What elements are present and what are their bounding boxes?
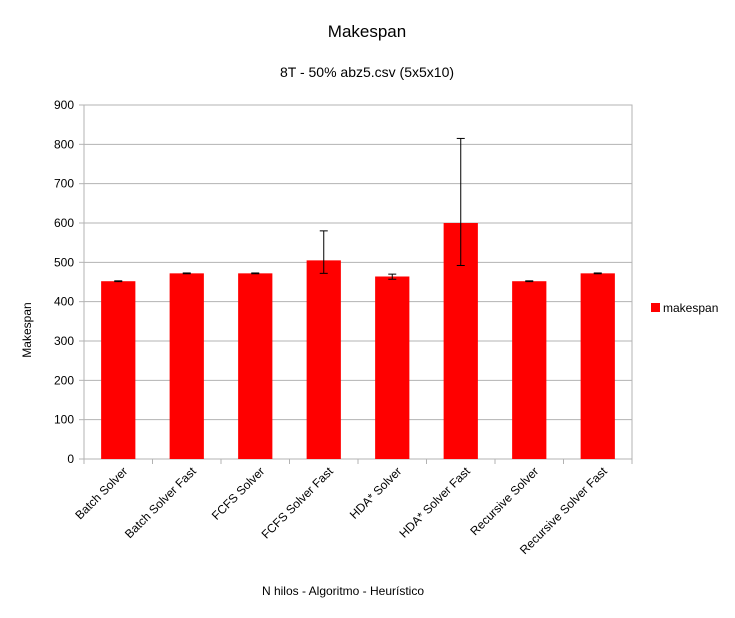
bar [238,273,273,459]
y-tick-label: 900 [54,98,74,112]
x-tick-label: Batch Solver Fast [122,464,199,541]
x-tick-label: Batch Solver [72,464,130,522]
legend-label: makespan [663,301,718,315]
bar [101,281,136,459]
chart-subtitle: 8T - 50% abz5.csv (5x5x10) [280,64,454,80]
y-tick-label: 400 [54,295,74,309]
y-tick-label: 700 [54,177,74,191]
error-bars [114,137,602,283]
bar [512,281,547,459]
y-axis-ticks: 0 100 200 300 400 500 600 700 800 900 [54,98,84,466]
x-tick-label: Recursive Solver [467,464,541,538]
x-tick-label: HDA* Solver Fast [396,464,473,541]
chart-title: Makespan [328,22,406,41]
gridlines [83,104,633,460]
y-tick-label: 500 [54,255,74,269]
y-tick-label: 200 [54,373,74,387]
bar [306,260,341,459]
legend-swatch [651,303,660,312]
y-tick-label: 800 [54,137,74,151]
y-tick-label: 600 [54,216,74,230]
x-tick-label: HDA* Solver [347,464,405,522]
y-axis-label: Makespan [20,302,34,357]
plot-area-border [83,104,633,460]
y-tick-label: 100 [54,413,74,427]
y-tick-label: 300 [54,334,74,348]
bar [580,273,615,459]
x-tick-label: FCFS Solver [209,464,267,522]
x-axis-label: N hilos - Algoritmo - Heurístico [262,584,424,598]
y-tick-label: 0 [67,452,74,466]
bar-series [101,223,615,459]
bar [169,273,204,459]
legend: makespan [651,301,718,315]
x-tick-label: FCFS Solver Fast [259,464,337,542]
bar [375,276,410,459]
